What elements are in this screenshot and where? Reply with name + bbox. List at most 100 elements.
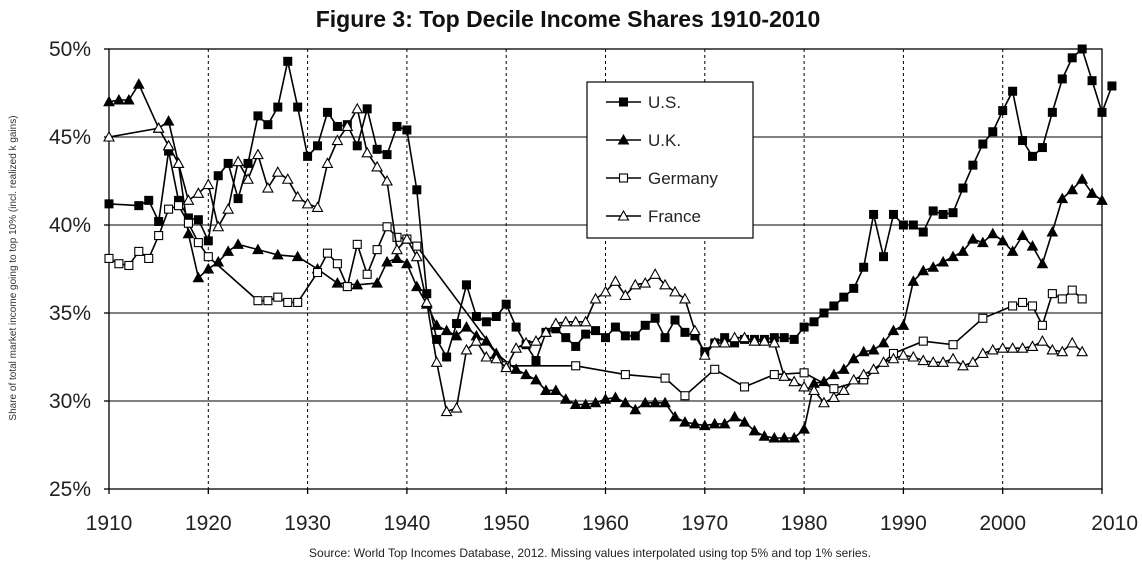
data-point-uk-12 bbox=[232, 238, 244, 249]
data-point-us-50 bbox=[620, 331, 630, 341]
data-point-germany-23 bbox=[382, 222, 392, 232]
legend-marker-france bbox=[617, 209, 630, 221]
data-point-germany-28 bbox=[571, 361, 581, 371]
series-france bbox=[103, 102, 1089, 417]
data-point-us-10 bbox=[223, 158, 233, 168]
data-point-us-34 bbox=[461, 280, 471, 290]
data-point-germany-39 bbox=[918, 336, 928, 346]
data-point-france-25 bbox=[391, 243, 403, 255]
data-point-us-78 bbox=[898, 220, 908, 230]
data-point-germany-14 bbox=[283, 297, 293, 307]
data-point-uk-19 bbox=[371, 277, 383, 288]
data-point-us-74 bbox=[859, 262, 869, 272]
x-tick-label-6: 1970 bbox=[681, 512, 728, 535]
data-point-us-52 bbox=[640, 320, 650, 330]
y-tick-label-1: 30% bbox=[49, 390, 91, 413]
data-point-uk-21 bbox=[391, 252, 403, 263]
data-point-us-35 bbox=[471, 312, 481, 322]
data-point-germany-11 bbox=[253, 296, 263, 306]
data-point-us-18 bbox=[303, 151, 313, 161]
data-point-france-23 bbox=[371, 160, 384, 172]
data-point-uk-74 bbox=[927, 261, 940, 272]
x-tick-label-7: 1980 bbox=[781, 512, 828, 535]
data-point-us-75 bbox=[869, 209, 879, 219]
data-point-uk-91 bbox=[1096, 194, 1108, 205]
data-point-france-83 bbox=[966, 356, 979, 367]
data-point-us-55 bbox=[670, 315, 680, 325]
data-point-france-19 bbox=[331, 134, 344, 146]
data-point-france-41 bbox=[549, 317, 562, 329]
data-point-us-97 bbox=[1087, 76, 1097, 86]
data-point-us-82 bbox=[938, 209, 948, 219]
data-point-us-38 bbox=[501, 299, 511, 309]
data-point-us-3 bbox=[154, 216, 164, 226]
data-point-germany-34 bbox=[769, 370, 779, 380]
data-point-france-51 bbox=[649, 268, 662, 279]
data-point-france-14 bbox=[281, 173, 294, 184]
data-point-uk-14 bbox=[271, 248, 284, 260]
data-point-uk-72 bbox=[907, 275, 920, 286]
data-point-france-42 bbox=[559, 315, 572, 327]
data-point-us-90 bbox=[1018, 136, 1028, 146]
data-point-france-32 bbox=[460, 343, 473, 355]
data-point-uk-70 bbox=[887, 324, 900, 336]
data-point-france-12 bbox=[261, 181, 274, 193]
legend-marker-us bbox=[619, 97, 628, 107]
data-point-us-93 bbox=[1047, 107, 1057, 117]
data-point-us-85 bbox=[968, 160, 978, 170]
data-point-us-94 bbox=[1057, 74, 1067, 84]
data-point-france-48 bbox=[619, 289, 632, 300]
data-point-uk-18 bbox=[351, 278, 364, 290]
data-point-uk-20 bbox=[381, 255, 393, 267]
data-point-germany-45 bbox=[1037, 320, 1047, 330]
data-point-germany-18 bbox=[332, 259, 342, 269]
data-point-france-28 bbox=[420, 296, 433, 307]
data-point-us-84 bbox=[958, 183, 968, 193]
data-point-france-38 bbox=[520, 336, 532, 348]
data-point-uk-73 bbox=[917, 264, 930, 276]
data-point-uk-86 bbox=[1046, 226, 1059, 237]
legend-label-us: U.S. bbox=[648, 93, 681, 112]
data-point-france-4 bbox=[182, 194, 195, 205]
data-point-uk-1 bbox=[113, 94, 125, 105]
data-point-uk-77 bbox=[957, 245, 969, 256]
legend: U.S. U.K. Germany France bbox=[586, 81, 754, 239]
x-tick-label-10: 2010 bbox=[1091, 512, 1138, 535]
data-point-us-36 bbox=[481, 317, 491, 327]
data-point-france-2 bbox=[162, 139, 175, 151]
data-point-germany-22 bbox=[372, 245, 382, 255]
data-point-us-79 bbox=[908, 220, 918, 230]
data-point-uk-37 bbox=[559, 393, 572, 404]
data-point-uk-57 bbox=[758, 430, 771, 441]
data-point-uk-83 bbox=[1016, 229, 1029, 241]
data-point-us-39 bbox=[511, 322, 521, 332]
data-point-uk-84 bbox=[1026, 240, 1039, 251]
data-point-france-67 bbox=[808, 384, 820, 395]
data-point-france-7 bbox=[212, 220, 225, 232]
data-point-france-75 bbox=[887, 352, 900, 364]
data-point-france-21 bbox=[351, 102, 364, 114]
data-point-germany-33 bbox=[739, 382, 750, 392]
data-point-uk-2 bbox=[123, 94, 135, 105]
data-point-france-13 bbox=[271, 166, 284, 177]
data-point-france-50 bbox=[639, 276, 652, 288]
x-tick-label-5: 1960 bbox=[582, 512, 629, 535]
data-point-germany-49 bbox=[1077, 294, 1087, 304]
data-point-france-31 bbox=[450, 401, 463, 413]
data-point-france-84 bbox=[976, 347, 989, 359]
data-point-germany-31 bbox=[680, 391, 690, 401]
data-point-germany-47 bbox=[1057, 294, 1067, 304]
data-point-us-19 bbox=[313, 141, 323, 151]
data-point-us-9 bbox=[213, 171, 223, 181]
data-point-germany-42 bbox=[1008, 301, 1018, 311]
data-point-france-1 bbox=[152, 122, 165, 133]
data-point-uk-25 bbox=[430, 319, 443, 330]
data-point-france-64 bbox=[778, 370, 791, 381]
data-point-uk-85 bbox=[1036, 257, 1049, 269]
data-point-us-44 bbox=[561, 333, 571, 343]
data-point-us-81 bbox=[928, 206, 938, 216]
data-point-uk-71 bbox=[897, 319, 910, 330]
x-tick-label-0: 1910 bbox=[86, 512, 133, 535]
data-point-france-87 bbox=[1006, 342, 1019, 353]
